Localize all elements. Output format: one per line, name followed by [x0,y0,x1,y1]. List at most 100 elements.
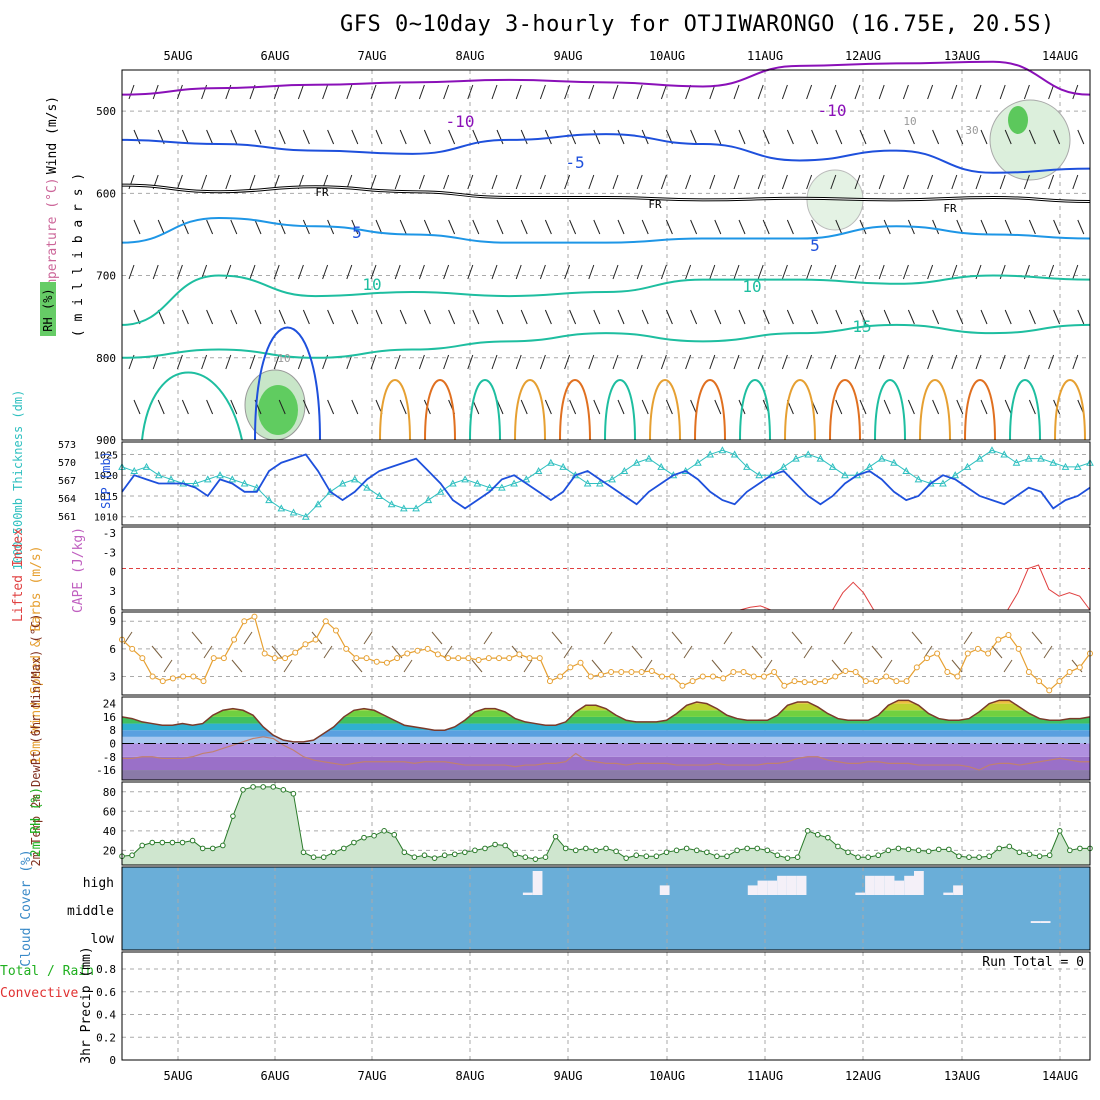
thickness-line-point [1012,458,1021,466]
panel-frame-precip [121,951,1091,1061]
temp-band [122,716,1090,724]
rh-point [643,853,650,860]
thickness-line-point [142,462,151,470]
rh-point [673,847,680,854]
y-tick-label: 900 [96,434,116,447]
contour-label: -10 [446,112,475,131]
wind-speed-line-point [465,655,472,662]
y-tick-label: 40 [103,825,116,838]
rh-point [431,855,438,861]
y-tick-label: 3 [109,671,116,684]
wind-barb [733,264,740,280]
wind-speed-line-point [791,678,798,685]
wind-barb-10m [443,645,453,659]
contour-label: 30 [965,124,978,137]
wind-barb [273,174,280,190]
wind-barb-10m [831,659,843,673]
y-tick-label: 80 [103,786,116,799]
wind-barb [133,219,141,235]
y-axis-label: SLP (mb) [99,451,113,509]
thickness-line-point [326,487,335,495]
thickness-line-point [657,462,665,470]
rh-point [270,784,277,790]
y-axis-label: Cloud Cover (%) [19,849,34,966]
rh-point [835,843,841,850]
wind-speed-line-point [618,668,625,675]
thickness-line-point [975,454,984,462]
wind-barb [1028,309,1036,325]
wind-barb [472,219,480,235]
wind-speed-line-point [261,650,268,657]
wind-barb [181,219,189,235]
low-level-contour [874,379,906,441]
y-tick-label: 24 [103,698,117,711]
wind-barb [491,174,498,190]
wind-barb [975,354,982,370]
wind-barb [249,354,256,370]
thickness-line-point [755,471,764,479]
cloud-bar [522,892,533,895]
wind-barb [835,219,843,235]
thickness-line-point [265,496,273,504]
run-total: Run Total = 0 [982,955,1084,970]
wind-barb [830,354,837,370]
panel-bg-10m-wind [122,612,1090,695]
thickness-line-point [804,450,813,458]
cloud-bar [659,885,670,895]
thickness-line-point [277,504,286,512]
y-axis-label: 3hr Precip (mm) [79,946,94,1063]
thickness-line-point [534,467,543,475]
x-tick-label-top: 13AUG [944,49,980,63]
wind-speed-line-point [271,655,278,662]
rh-point [845,849,851,856]
thickness-line-point [1024,454,1033,462]
wind-barb [617,399,625,415]
low-level-contour [469,379,501,441]
rh-point [572,847,579,854]
temp-band [122,736,1090,744]
wind-barb [593,399,601,415]
wind-speed-line-point [210,655,217,662]
cloud-bar [874,875,885,895]
wind-barb [588,354,595,370]
wind-barb [617,309,625,325]
wind-barb [399,309,407,325]
rh-point [502,842,508,849]
chart-title: GFS 0~10day 3-hourly for OTJIWARONGO (16… [340,12,1055,37]
thickness-line-point [167,475,175,483]
wind-barb [520,129,528,145]
wind-barb [781,354,788,370]
wind-speed-line-point [822,678,829,685]
rh-point [935,846,942,853]
wind-barb [685,354,692,370]
y-tick-label: 0 [109,737,116,750]
wind-barb-10m [803,645,813,659]
y-tick-label: -16 [96,764,116,777]
wind-speed-line-point [455,655,462,662]
rh-point [421,852,428,859]
thickness-line-point [988,446,996,454]
x-tick-label-top: 7AUG [358,49,387,63]
wind-barb [956,399,964,415]
wind-barb [1004,219,1012,235]
wind-barb [181,309,189,325]
wind-barb [593,309,601,325]
thickness-line-point [951,471,960,479]
wind-barb [902,174,909,190]
x-tick-label-top: 8AUG [456,49,485,63]
wind-barb-10m [203,645,213,659]
x-tick-label-bottom: 13AUG [944,1069,980,1083]
wind-barb [1072,84,1079,100]
wind-barb [515,354,522,370]
wind-barb [927,354,934,370]
thickness-line-point [130,467,139,475]
y-tick-label-slp: 1010 [94,513,118,524]
wind-barb [418,354,425,370]
wind-barb [999,264,1006,280]
wind-speed-line-point [669,673,676,680]
wind-barb [201,354,208,370]
thickness-line-point [510,479,518,487]
low-level-contour [964,379,996,441]
wind-barb [443,174,450,190]
cloud-bar [1030,921,1041,923]
